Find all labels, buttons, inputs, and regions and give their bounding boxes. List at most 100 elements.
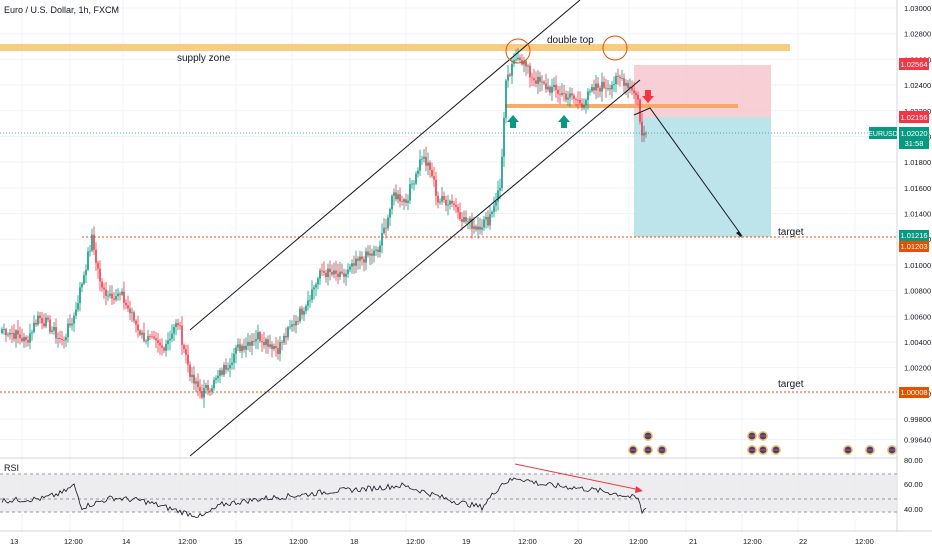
candle [363,256,365,272]
candle [93,226,95,255]
candle [399,187,401,208]
candle [3,323,5,335]
candle [421,155,423,166]
candle [365,247,367,271]
flag-icon[interactable] [757,430,769,442]
candle [251,332,253,356]
price-label-target1-b: 1.01203 [899,241,929,252]
candle [285,327,287,345]
candle [547,78,549,92]
candle [261,333,263,353]
price-tick-label: 1.01800 [904,158,931,167]
candle [65,333,67,348]
economic-events[interactable] [627,430,898,456]
candle [353,255,355,274]
candle [13,323,15,342]
candle [317,276,319,290]
price-axis[interactable]: 1.030001.028001.026001.024001.022001.020… [904,4,931,445]
candle [145,339,147,345]
time-tick-label: 22 [799,537,807,546]
flag-icon[interactable] [842,444,854,456]
candle [193,366,195,390]
candle [15,329,17,348]
rsi-line [1,477,647,518]
candle [369,245,371,266]
flag-icon[interactable] [886,444,898,456]
candle [461,212,463,231]
candle [391,194,393,215]
projection-arrowhead [736,231,742,238]
candle [185,344,187,364]
candle [301,305,303,320]
price-tick-label: 1.00800 [904,287,931,296]
flag-icon[interactable] [642,430,654,442]
candle [303,307,305,322]
candle [423,148,425,163]
candle [377,246,379,258]
candle [411,180,413,189]
candle [361,251,363,266]
candle [155,331,157,348]
candle [111,285,113,305]
candle [355,250,357,274]
candle [431,162,433,179]
candle [221,367,223,377]
candle [541,75,543,91]
candle [153,330,155,340]
chart-title: Euro / U.S. Dollar, 1h, FXCM [4,5,119,15]
candle [519,54,521,63]
candle [87,247,89,272]
candle [295,315,297,334]
flag-icon[interactable] [746,444,758,456]
time-tick-label: 12:00 [289,537,308,546]
candle [197,373,199,396]
candle [55,318,57,344]
time-tick-label: 12:00 [855,537,874,546]
candle [329,260,331,281]
candle [293,314,295,332]
flag-icon[interactable] [627,444,639,456]
candle [123,281,125,310]
flag-icon[interactable] [656,444,668,456]
target-label-upper: target [778,227,804,238]
rsi-tick-label: 40.00 [904,505,923,514]
candle [643,125,645,143]
candle [125,299,127,309]
candle [239,338,241,354]
candle [47,315,49,323]
candle [429,160,431,178]
flag-icon[interactable] [770,444,782,456]
price-label-last: 1.02020 31:58 [899,127,929,149]
candle [217,370,219,383]
svg-text:EURUSD: EURUSD [868,131,898,138]
candle [247,332,249,351]
candle [243,338,245,353]
candle [393,188,395,206]
candle [441,186,443,205]
svg-text:1.00008: 1.00008 [900,388,927,397]
flag-icon[interactable] [757,444,769,456]
candle [249,334,251,353]
candle [339,262,341,280]
flag-icon[interactable] [746,430,758,442]
candle [25,335,27,348]
candle [81,281,83,293]
flag-icon[interactable] [642,444,654,456]
candle [517,48,519,62]
candle [7,332,9,338]
price-tick-label: 1.01400 [904,210,931,219]
candle [631,80,633,96]
flag-icon[interactable] [864,444,876,456]
candle [135,319,137,333]
candle [77,295,79,312]
candle [563,85,565,102]
rsi-axis: 80.00 60.00 40.00 [904,456,923,514]
candle [559,85,561,105]
candle [201,384,203,400]
candle [635,90,637,105]
candle [531,72,533,86]
candle [255,330,257,350]
symbol-tag: EURUSD [868,127,898,139]
candle [409,177,411,204]
time-axis[interactable]: 13 12:00 14 12:00 15 12:00 18 12:00 19 12:00 20 12:… [10,537,874,546]
